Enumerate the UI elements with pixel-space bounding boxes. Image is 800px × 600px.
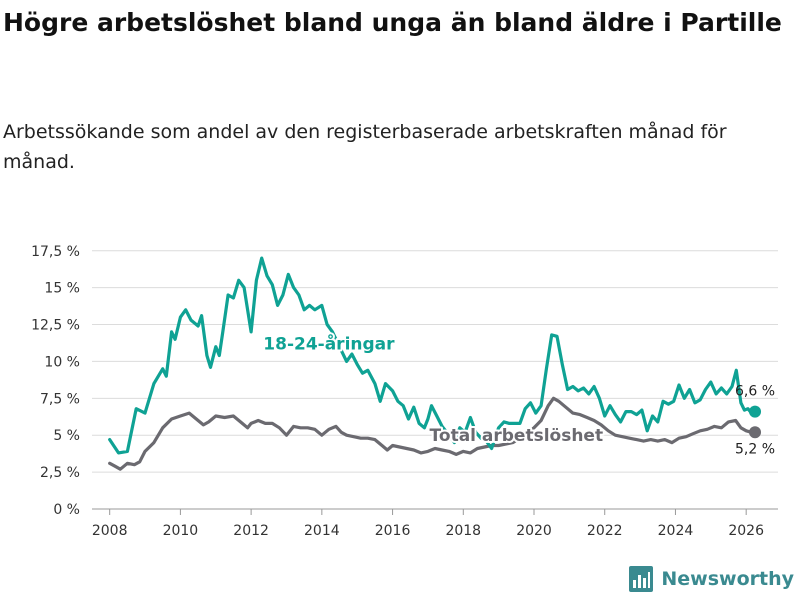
grid-layer — [92, 250, 778, 510]
series-end-label: 5,2 % — [735, 441, 775, 457]
x-tick-label: 2012 — [233, 523, 269, 539]
x-tick-label: 2020 — [516, 523, 552, 539]
x-tick-label: 2014 — [304, 523, 340, 539]
series-annotation: Total arbetslöshet — [430, 426, 604, 446]
brand-name: Newsworthy — [661, 568, 794, 590]
series-end-point — [749, 405, 762, 418]
series-end-label: 6,6 % — [735, 384, 775, 400]
x-tick-label: 2008 — [92, 523, 128, 539]
y-tick-label: 15 % — [44, 281, 80, 297]
x-tick-label: 2026 — [728, 523, 764, 539]
x-tick-label: 2022 — [587, 523, 623, 539]
chart-subtitle: Arbetssökande som andel av den registerb… — [3, 121, 727, 173]
series-line — [108, 396, 757, 471]
series-line — [108, 256, 757, 455]
y-tick-label: 10 % — [44, 354, 80, 370]
chart-title: Högre arbetslöshet bland unga än bland ä… — [3, 8, 782, 37]
x-tick-label: 2016 — [375, 523, 411, 539]
y-tick-label: 12,5 % — [31, 318, 80, 334]
y-tick-label: 5 % — [53, 428, 80, 444]
axis-layer: 0 % 2,5 % 5 % 7,5 % 10 % 12,5 % 15 % 17,5 % 2008… — [31, 244, 764, 539]
y-tick-label: 0 % — [53, 502, 80, 518]
x-tick-label: 2010 — [163, 523, 199, 539]
x-tick-label: 2018 — [445, 523, 481, 539]
label-layer: 6,6 % 5,2 % 18-24-åringar Total arbetslöshe… — [261, 331, 775, 458]
series-layer — [108, 256, 762, 471]
brand-logo[interactable]: Newsworthy — [629, 566, 794, 592]
bar-chart-logo-icon — [629, 566, 654, 592]
y-tick-label: 2,5 % — [40, 465, 80, 481]
y-tick-label: 7,5 % — [40, 391, 80, 407]
series-end-point — [749, 426, 762, 439]
x-tick-label: 2024 — [658, 523, 694, 539]
series-annotation: 18-24-åringar — [263, 333, 395, 355]
y-tick-label: 17,5 % — [31, 244, 80, 260]
